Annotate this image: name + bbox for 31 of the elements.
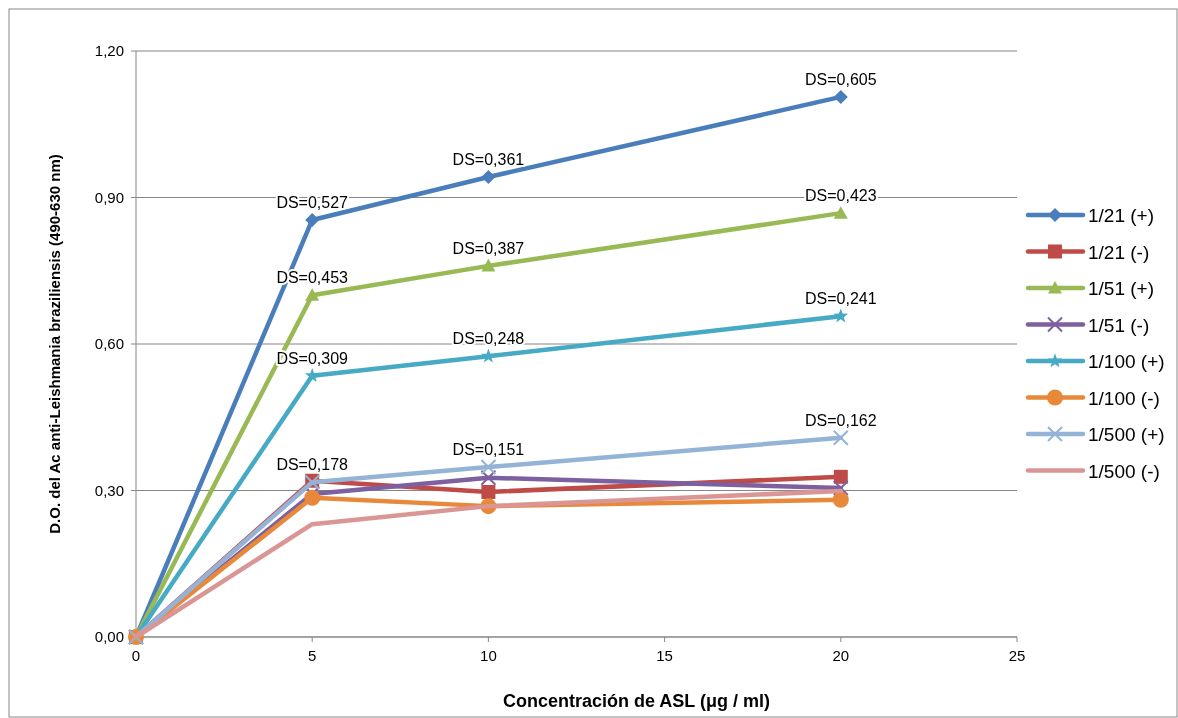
x-axis-title: Concentración de ASL (μg / ml) <box>502 691 771 711</box>
legend-label: 1/51 (+) <box>1088 278 1155 299</box>
legend-label: 1/100 (+) <box>1088 351 1165 372</box>
annotation: DS=0,423 <box>805 187 877 205</box>
x-tick-label: 0 <box>131 647 141 664</box>
y-tick-label: 0,00 <box>94 628 124 645</box>
x-tick-label: 25 <box>1008 647 1026 664</box>
annotation: DS=0,178 <box>276 456 349 474</box>
annotation: DS=0,361 <box>452 150 525 168</box>
x-tick-label: 20 <box>832 647 850 664</box>
y-tick-label: 0,90 <box>94 188 124 206</box>
legend-label: 1/100 (-) <box>1088 387 1160 409</box>
annotation: DS=0,605 <box>805 70 877 88</box>
x-tick-label: 5 <box>308 647 317 664</box>
y-tick-label: 0,60 <box>94 335 124 352</box>
annotation: DS=0,387 <box>452 239 525 257</box>
annotation: DS=0,248 <box>452 330 525 348</box>
x-tick-label: 15 <box>656 647 673 664</box>
y-tick-label: 1,20 <box>94 42 124 59</box>
x-tick-label: 10 <box>480 647 497 664</box>
y-tick-label: 0,30 <box>94 481 124 499</box>
legend-label: 1/500 (-) <box>1088 460 1160 482</box>
annotation: DS=0,241 <box>805 290 877 308</box>
legend-label: 1/51 (-) <box>1088 314 1150 336</box>
y-axis-title: D.O. del Ac anti-Leishmania braziliensis (490-630 nm) <box>46 154 63 534</box>
legend-label: 1/21 (+) <box>1088 205 1155 226</box>
annotation: DS=0,162 <box>805 411 877 429</box>
legend-label: 1/500 (+) <box>1088 424 1165 445</box>
legend-label: 1/21 (-) <box>1088 241 1150 263</box>
annotation: DS=0,151 <box>452 441 525 459</box>
annotation: DS=0,527 <box>276 193 349 211</box>
